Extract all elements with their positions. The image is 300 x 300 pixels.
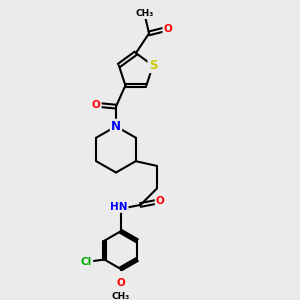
Text: CH₃: CH₃ <box>135 9 154 18</box>
Text: S: S <box>148 59 157 72</box>
Text: N: N <box>111 120 121 133</box>
Text: O: O <box>116 278 125 288</box>
Text: O: O <box>92 100 100 110</box>
Text: HN: HN <box>110 202 128 212</box>
Text: CH₃: CH₃ <box>112 292 130 300</box>
Text: O: O <box>164 24 172 34</box>
Text: Cl: Cl <box>81 257 92 267</box>
Text: O: O <box>156 196 165 206</box>
